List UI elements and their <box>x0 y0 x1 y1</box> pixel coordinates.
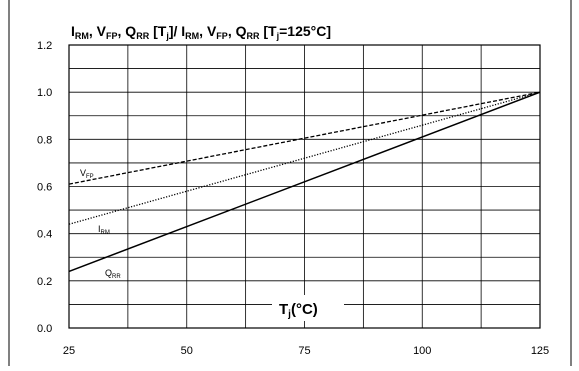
series-line-qrr <box>68 91 541 273</box>
series-label-qrr: QRR <box>105 268 121 280</box>
x-tick-label: 75 <box>298 345 310 357</box>
y-tick-label: 0.8 <box>37 134 52 146</box>
series-line-vfp <box>68 91 541 185</box>
y-tick-label: 0.2 <box>37 276 52 288</box>
series-label-irm: IRM <box>98 224 110 236</box>
y-tick-label: 1.2 <box>37 40 52 52</box>
y-tick-label: 0.0 <box>37 323 52 335</box>
x-tick-label: 100 <box>413 345 431 357</box>
xlabel-background <box>272 295 344 321</box>
x-tick-label: 25 <box>63 345 75 357</box>
chart-title: IRM, VFP, QRR [Tj]/ IRM, VFP, QRR [Tj=12… <box>71 23 331 41</box>
series-label-vfp: VFP <box>80 168 94 180</box>
grid <box>69 45 540 328</box>
x-tick-label: 50 <box>181 345 193 357</box>
series-lines <box>68 91 541 273</box>
tick-labels: 25 50 75 100 125 0.0 0.2 0.4 0.6 0.8 1.0 1.2 <box>37 40 549 357</box>
x-tick-label: 125 <box>531 345 549 357</box>
y-tick-label: 0.6 <box>37 182 52 194</box>
y-tick-label: 0.4 <box>37 229 52 241</box>
series-line-irm <box>68 91 541 225</box>
plot-area-border <box>68 44 541 329</box>
y-tick-label: 1.0 <box>37 87 52 99</box>
x-axis-label: Tj(°C) <box>279 301 318 320</box>
